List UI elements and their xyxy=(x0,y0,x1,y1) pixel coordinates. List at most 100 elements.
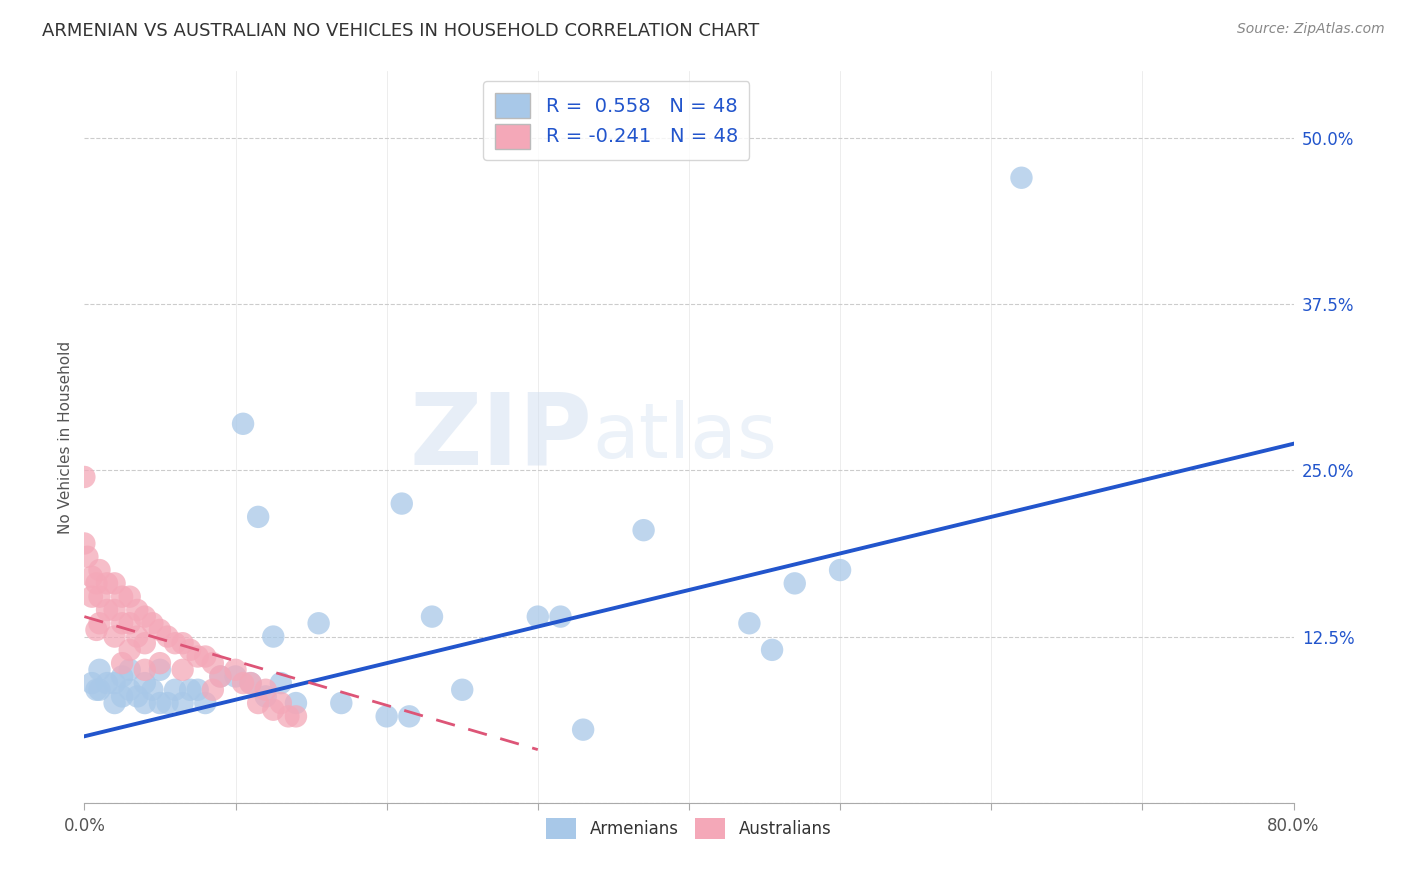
Point xyxy=(89,682,111,697)
Point xyxy=(111,590,134,604)
Point xyxy=(156,630,179,644)
Point xyxy=(149,623,172,637)
Point xyxy=(104,576,127,591)
Point xyxy=(194,696,217,710)
Point xyxy=(73,470,96,484)
Point xyxy=(179,643,201,657)
Point xyxy=(165,682,187,697)
Point xyxy=(86,623,108,637)
Point xyxy=(187,649,209,664)
Point xyxy=(127,603,149,617)
Point xyxy=(149,663,172,677)
Point xyxy=(141,682,163,697)
Point xyxy=(118,663,141,677)
Point xyxy=(420,609,443,624)
Point xyxy=(232,676,254,690)
Point xyxy=(80,590,103,604)
Point xyxy=(451,682,474,697)
Point xyxy=(127,690,149,704)
Point xyxy=(89,616,111,631)
Point xyxy=(134,636,156,650)
Text: ZIP: ZIP xyxy=(409,389,592,485)
Point xyxy=(73,536,96,550)
Point xyxy=(527,609,550,624)
Point xyxy=(118,616,141,631)
Point xyxy=(80,676,103,690)
Point xyxy=(104,630,127,644)
Point xyxy=(172,663,194,677)
Point xyxy=(187,682,209,697)
Point xyxy=(375,709,398,723)
Point xyxy=(830,563,852,577)
Point xyxy=(96,676,118,690)
Point xyxy=(111,690,134,704)
Point xyxy=(111,656,134,670)
Point xyxy=(89,663,111,677)
Point xyxy=(270,696,292,710)
Point xyxy=(1011,170,1033,185)
Point xyxy=(254,682,277,697)
Text: Source: ZipAtlas.com: Source: ZipAtlas.com xyxy=(1237,22,1385,37)
Point xyxy=(179,682,201,697)
Point xyxy=(239,676,262,690)
Point xyxy=(134,663,156,677)
Point xyxy=(96,603,118,617)
Point xyxy=(225,669,247,683)
Point xyxy=(783,576,806,591)
Point xyxy=(225,663,247,677)
Point xyxy=(104,676,127,690)
Point xyxy=(209,669,232,683)
Point xyxy=(96,576,118,591)
Point xyxy=(738,616,761,631)
Point xyxy=(550,609,572,624)
Point xyxy=(232,417,254,431)
Point xyxy=(149,696,172,710)
Point xyxy=(247,696,270,710)
Point xyxy=(89,563,111,577)
Point xyxy=(86,682,108,697)
Text: atlas: atlas xyxy=(592,401,778,474)
Point xyxy=(118,643,141,657)
Point xyxy=(134,696,156,710)
Point xyxy=(330,696,353,710)
Legend: Armenians, Australians: Armenians, Australians xyxy=(540,811,838,846)
Point xyxy=(172,636,194,650)
Point xyxy=(156,696,179,710)
Point xyxy=(254,690,277,704)
Point xyxy=(239,676,262,690)
Point xyxy=(89,590,111,604)
Point xyxy=(308,616,330,631)
Point xyxy=(134,609,156,624)
Point xyxy=(141,616,163,631)
Point xyxy=(118,682,141,697)
Point xyxy=(398,709,420,723)
Point xyxy=(247,509,270,524)
Point xyxy=(165,636,187,650)
Point xyxy=(285,696,308,710)
Point xyxy=(104,696,127,710)
Point xyxy=(262,703,284,717)
Point xyxy=(201,682,224,697)
Point xyxy=(201,656,224,670)
Point xyxy=(285,709,308,723)
Point xyxy=(76,549,98,564)
Point xyxy=(262,630,284,644)
Point xyxy=(134,676,156,690)
Point xyxy=(111,669,134,683)
Point xyxy=(270,676,292,690)
Point xyxy=(277,709,299,723)
Text: ARMENIAN VS AUSTRALIAN NO VEHICLES IN HOUSEHOLD CORRELATION CHART: ARMENIAN VS AUSTRALIAN NO VEHICLES IN HO… xyxy=(42,22,759,40)
Point xyxy=(149,656,172,670)
Point xyxy=(194,649,217,664)
Point xyxy=(86,576,108,591)
Point xyxy=(104,603,127,617)
Point xyxy=(572,723,595,737)
Point xyxy=(761,643,783,657)
Point xyxy=(209,669,232,683)
Y-axis label: No Vehicles in Household: No Vehicles in Household xyxy=(58,341,73,533)
Point xyxy=(118,590,141,604)
Point xyxy=(127,630,149,644)
Point xyxy=(111,616,134,631)
Point xyxy=(172,696,194,710)
Point xyxy=(633,523,655,537)
